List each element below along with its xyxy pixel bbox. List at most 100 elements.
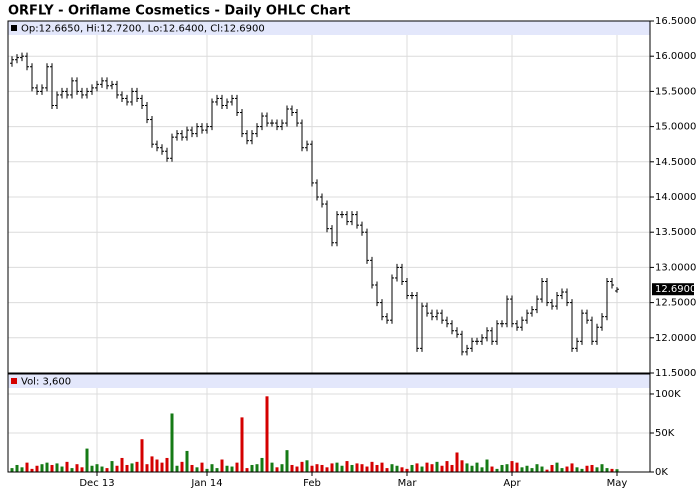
info-band (8, 21, 650, 35)
volume-bar (365, 466, 369, 472)
volume-bar (470, 465, 474, 472)
volume-bar (155, 459, 159, 472)
last-price-label: 12.6900 (655, 284, 696, 295)
volume-bar (525, 465, 529, 472)
y-tick-label: 15.5000 (655, 86, 696, 97)
volume-bar (610, 468, 614, 472)
volume-bar (250, 464, 254, 472)
volume-bar (95, 464, 99, 472)
volume-bar (260, 457, 264, 472)
volume-bar (515, 462, 519, 472)
volume-bar (200, 462, 204, 472)
volume-bar (265, 396, 269, 472)
volume-bar (85, 448, 89, 472)
y-tick-label: 12.5000 (655, 298, 696, 309)
panel-border (7, 373, 651, 473)
volume-bar (190, 464, 194, 472)
volume-bar (445, 461, 449, 472)
info-swatch (11, 25, 17, 31)
volume-bar (120, 457, 124, 472)
y-tick-label: 15.0000 (655, 122, 696, 133)
volume-bar (405, 468, 409, 472)
volume-bar (75, 464, 79, 472)
volume-bar (430, 464, 434, 472)
volume-bar (185, 450, 189, 472)
volume-bar (550, 464, 554, 472)
volume-bar (595, 467, 599, 472)
volume-bar (375, 464, 379, 472)
volume-bar (415, 463, 419, 472)
volume-bar (555, 462, 559, 472)
volume-bar (330, 463, 334, 472)
volume-bar (600, 464, 604, 472)
volume-bar (385, 468, 389, 472)
volume-bar (245, 468, 249, 472)
y-tick-label: 11.5000 (655, 368, 696, 379)
volume-bar (360, 464, 364, 472)
x-tick-label: Jan 14 (190, 478, 222, 489)
y-tick-label: 0K (655, 467, 668, 478)
volume-bar (520, 467, 524, 472)
volume-bar (450, 464, 454, 472)
x-tick-label: Feb (303, 478, 321, 489)
volume-bar (350, 464, 354, 472)
volume-bar (165, 457, 169, 472)
y-tick-label: 14.5000 (655, 157, 696, 168)
volume-bar (345, 461, 349, 472)
volume-bar (270, 462, 274, 472)
volume-bar (570, 463, 574, 472)
volume-bar (500, 464, 504, 472)
x-tick-label: Apr (503, 478, 521, 489)
volume-bar (340, 465, 344, 472)
volume-bar (55, 463, 59, 472)
volume-bar (20, 467, 24, 472)
volume-bar (210, 464, 214, 472)
volume-bar (35, 465, 39, 472)
volume-bar (475, 462, 479, 472)
volume-bar (295, 466, 299, 472)
volume-bar (545, 469, 549, 472)
panel-border (7, 20, 651, 374)
volume-bar (605, 468, 609, 472)
volume-bar (400, 467, 404, 472)
volume-bar (205, 468, 209, 472)
volume-bar (215, 468, 219, 472)
volume-bar (615, 469, 619, 472)
y-tick-label: 13.0000 (655, 262, 696, 273)
volume-bar (310, 465, 314, 472)
volume-bar (510, 461, 514, 472)
volume-bar (465, 463, 469, 472)
volume-bar (380, 462, 384, 472)
y-tick-label: 13.5000 (655, 227, 696, 238)
volume-bar (410, 464, 414, 472)
price-panel: 11.5000 12.0000 12.5000 13.0000 13.5000 14.00… (7, 16, 696, 379)
x-tick-label: Dec 13 (79, 478, 114, 489)
volume-bar (535, 464, 539, 472)
y-tick-label: 16.0000 (655, 51, 696, 62)
volume-bar (460, 460, 464, 472)
volume-bar (300, 461, 304, 472)
volume-bar (235, 462, 239, 472)
volume-bar (575, 467, 579, 472)
volume-bar (50, 464, 54, 472)
volume-bar (540, 466, 544, 472)
volume-bar (180, 461, 184, 472)
volume-bar (585, 465, 589, 472)
volume-bar (425, 462, 429, 472)
volume-bar (580, 468, 584, 472)
x-tick-label: Mar (398, 478, 418, 489)
volume-bar (240, 417, 244, 472)
volume-bar (355, 463, 359, 472)
volume-bar (275, 467, 279, 472)
y-tick-label: 14.0000 (655, 192, 696, 203)
volume-bar (335, 462, 339, 472)
volume-bar (440, 465, 444, 472)
volume-bar (130, 463, 134, 472)
volume-bar (315, 464, 319, 472)
volume-bar (225, 465, 229, 472)
volume-bar (435, 461, 439, 472)
legend-swatch (11, 378, 17, 384)
volume-bar (140, 439, 144, 472)
x-tick-label: May (607, 478, 628, 489)
